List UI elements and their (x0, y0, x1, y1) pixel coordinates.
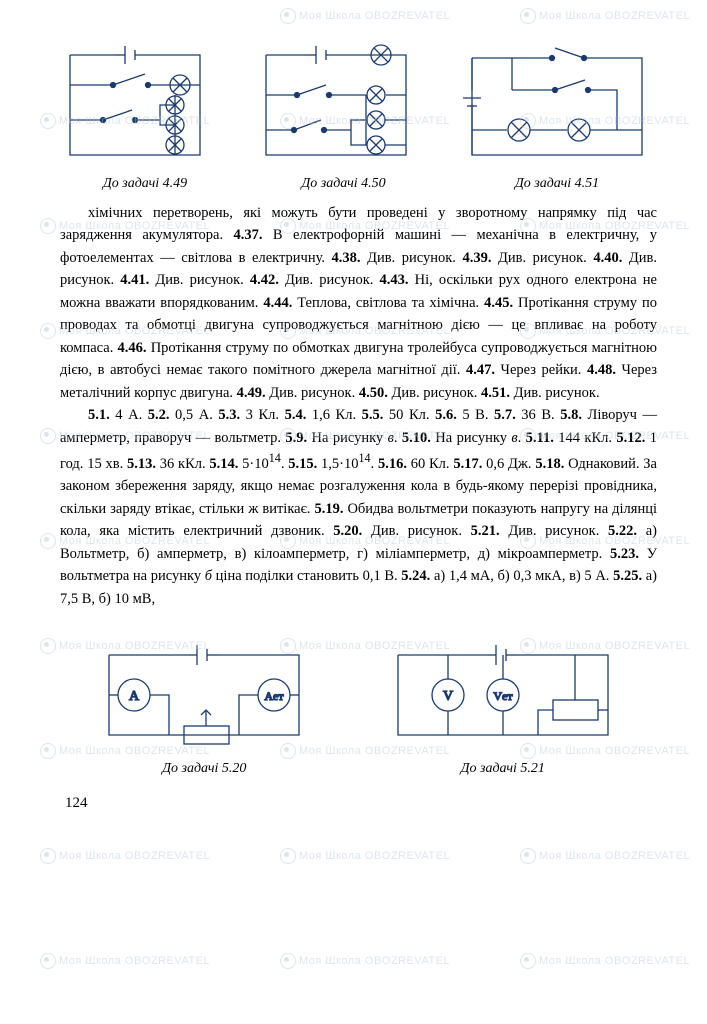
svg-text:Aет: Aет (265, 689, 285, 703)
watermark: Моя Школа OBOZREVATEL (40, 848, 210, 864)
diagram-4-49: До задачі 4.49 (60, 40, 230, 192)
diagram-caption: До задачі 5.20 (89, 761, 319, 777)
watermark: Моя Школа OBOZREVATEL (40, 953, 210, 969)
diagram-5-20: A Aет До задачі 5.20 (89, 640, 319, 777)
top-diagrams-row: До задачі 4.49 (60, 40, 657, 192)
watermark: Моя Школа OBOZREVATEL (520, 8, 690, 24)
watermark: Моя Школа OBOZREVATEL (280, 8, 450, 24)
diagram-caption: До задачі 4.49 (60, 176, 230, 192)
diagram-caption: До задачі 4.51 (457, 176, 657, 192)
circuit-diagram-icon (60, 40, 230, 170)
paragraph: хімічних перетворень, які можуть бути пр… (60, 202, 657, 404)
diagram-4-50: До задачі 4.50 (256, 40, 431, 192)
answers-text: хімічних перетворень, які можуть бути пр… (60, 202, 657, 610)
diagram-4-51: До задачі 4.51 (457, 40, 657, 192)
svg-text:A: A (129, 689, 140, 704)
diagram-5-21: V Vет До задачі 5.21 (378, 640, 628, 777)
svg-text:Vет: Vет (493, 689, 513, 703)
watermark: Моя Школа OBOZREVATEL (520, 953, 690, 969)
bottom-diagrams-row: A Aет До задачі 5.20 (60, 640, 657, 777)
circuit-diagram-icon (457, 40, 657, 170)
circuit-diagram-icon: V Vет (378, 640, 628, 755)
paragraph: 5.1. 4 А. 5.2. 0,5 А. 5.3. 3 Кл. 5.4. 1,… (60, 404, 657, 610)
circuit-diagram-icon: A Aет (89, 640, 319, 755)
watermark: Моя Школа OBOZREVATEL (280, 953, 450, 969)
diagram-caption: До задачі 5.21 (378, 761, 628, 777)
watermark: Моя Школа OBOZREVATEL (280, 848, 450, 864)
page-number: 124 (65, 795, 657, 812)
watermark: Моя Школа OBOZREVATEL (520, 848, 690, 864)
diagram-caption: До задачі 4.50 (256, 176, 431, 192)
textbook-page: Моя Школа OBOZREVATEL Моя Школа OBOZREVA… (0, 0, 707, 842)
circuit-diagram-icon (256, 40, 431, 170)
svg-text:V: V (443, 689, 453, 704)
